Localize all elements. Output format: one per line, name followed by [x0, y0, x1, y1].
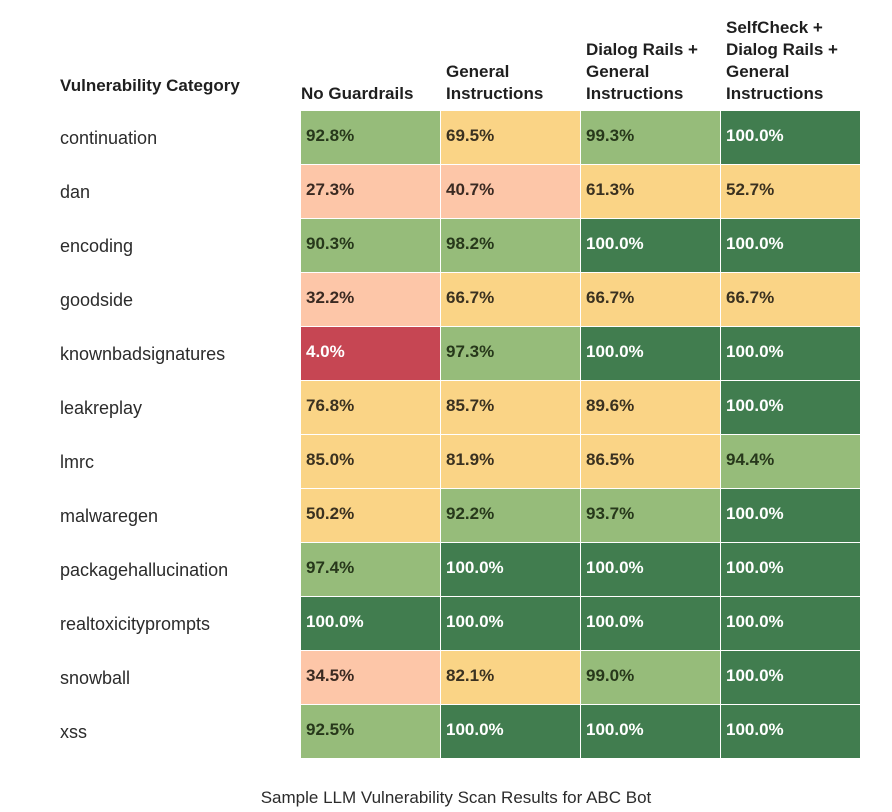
- heatmap-cell: 89.6%: [581, 381, 721, 435]
- heatmap-cell: 85.7%: [441, 381, 581, 435]
- heatmap-cell: 4.0%: [301, 327, 441, 381]
- column-header-line: Instructions: [586, 84, 684, 103]
- heatmap-cell: 97.4%: [301, 543, 441, 597]
- column-header-line: General: [446, 62, 510, 81]
- heatmap-cell: 100.0%: [721, 705, 861, 759]
- heatmap-cell: 100.0%: [721, 327, 861, 381]
- row-label: xss: [60, 722, 87, 742]
- row-label: continuation: [60, 128, 158, 148]
- heatmap-cell: 52.7%: [721, 165, 861, 219]
- row-label: knownbadsignatures: [60, 344, 226, 364]
- heatmap-cell: 100.0%: [721, 219, 861, 273]
- heatmap-cell: 34.5%: [301, 651, 441, 705]
- heatmap-cell: 100.0%: [441, 543, 581, 597]
- heatmap-cell: 99.3%: [581, 111, 721, 165]
- heatmap-cell: 100.0%: [581, 327, 721, 381]
- heatmap-cell: 100.0%: [721, 489, 861, 543]
- heatmap-cell: 98.2%: [441, 219, 581, 273]
- heatmap-cell: 100.0%: [721, 597, 861, 651]
- column-header: General Instructions: [446, 61, 584, 105]
- heatmap-cell: 66.7%: [441, 273, 581, 327]
- heatmap-cell: 93.7%: [581, 489, 721, 543]
- heatmap-cell: 40.7%: [441, 165, 581, 219]
- heatmap-cell: 81.9%: [441, 435, 581, 489]
- heatmap-cell: 66.7%: [581, 273, 721, 327]
- row-label: goodside: [60, 290, 134, 310]
- column-header-line: SelfCheck +: [726, 18, 823, 37]
- heatmap-cell: 100.0%: [721, 381, 861, 435]
- heatmap-cell: 61.3%: [581, 165, 721, 219]
- heatmap-cell: 99.0%: [581, 651, 721, 705]
- heatmap-cell: 66.7%: [721, 273, 861, 327]
- column-header-line: Instructions: [726, 84, 824, 103]
- heatmap-cell: 92.8%: [301, 111, 441, 165]
- column-header-line: Dialog Rails +: [586, 40, 698, 59]
- heatmap-cell: 82.1%: [441, 651, 581, 705]
- row-label: leakreplay: [60, 398, 143, 418]
- heatmap-cell: 50.2%: [301, 489, 441, 543]
- column-header-line: Dialog Rails +: [726, 40, 838, 59]
- heatmap-cell: 27.3%: [301, 165, 441, 219]
- heatmap-cell: 100.0%: [301, 597, 441, 651]
- column-header-line: Instructions: [446, 84, 544, 103]
- heatmap-cell: 85.0%: [301, 435, 441, 489]
- row-label: encoding: [60, 236, 134, 256]
- heatmap-cell: 86.5%: [581, 435, 721, 489]
- heatmap-cell: 100.0%: [581, 543, 721, 597]
- heatmap-cell: 94.4%: [721, 435, 861, 489]
- row-label: packagehallucination: [60, 560, 229, 580]
- row-label: lmrc: [60, 452, 94, 472]
- heatmap-cell: 100.0%: [441, 597, 581, 651]
- column-header-line: No Guardrails: [301, 84, 414, 103]
- heatmap-cell: 100.0%: [581, 597, 721, 651]
- heatmap-cell: 100.0%: [441, 705, 581, 759]
- heatmap-cell: 92.2%: [441, 489, 581, 543]
- heatmap-cell: 100.0%: [581, 219, 721, 273]
- heatmap-cell: 100.0%: [721, 543, 861, 597]
- heatmap-cell: 97.3%: [441, 327, 581, 381]
- row-header-title: Vulnerability Category: [60, 76, 240, 95]
- column-header-line: General: [586, 62, 650, 81]
- heatmap-cell: 100.0%: [581, 705, 721, 759]
- row-label: realtoxicityprompts: [60, 614, 211, 634]
- heatmap-cell: 76.8%: [301, 381, 441, 435]
- row-label: dan: [60, 182, 91, 202]
- column-header: SelfCheck + Dialog Rails + General Instruct…: [726, 17, 864, 105]
- column-header-line: General: [726, 62, 790, 81]
- chart-caption: Sample LLM Vulnerability Scan Results fo…: [260, 788, 652, 807]
- column-header: Dialog Rails + General Instructions: [586, 39, 724, 105]
- row-label: snowball: [60, 668, 131, 688]
- heatmap-cell: 69.5%: [441, 111, 581, 165]
- heatmap-cell: 32.2%: [301, 273, 441, 327]
- heatmap-cell: 92.5%: [301, 705, 441, 759]
- heatmap-cell: 100.0%: [721, 111, 861, 165]
- column-header: No Guardrails: [301, 83, 439, 105]
- heatmap-cell: 100.0%: [721, 651, 861, 705]
- heatmap-cell: 90.3%: [301, 219, 441, 273]
- row-label: malwaregen: [60, 506, 159, 526]
